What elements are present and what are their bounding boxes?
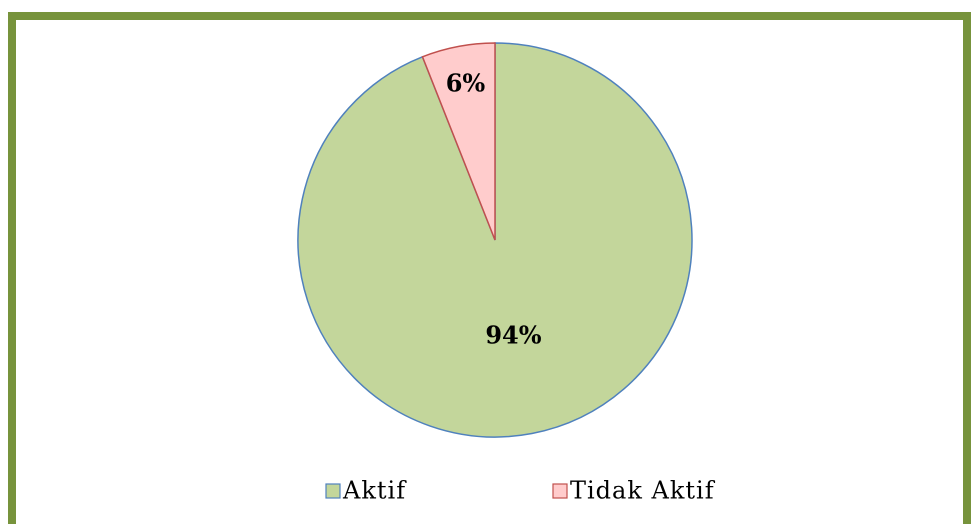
legend-label: Aktif — [342, 477, 407, 505]
data-label: 94% — [485, 320, 541, 349]
legend-swatch — [325, 483, 341, 499]
legend: Aktif Tidak Aktif — [325, 477, 716, 505]
data-label: 6% — [446, 69, 486, 98]
legend-swatch — [552, 483, 568, 499]
legend-label: Tidak Aktif — [570, 477, 716, 505]
pie-slice — [421, 42, 496, 241]
pie: 94% 6% — [297, 42, 693, 438]
